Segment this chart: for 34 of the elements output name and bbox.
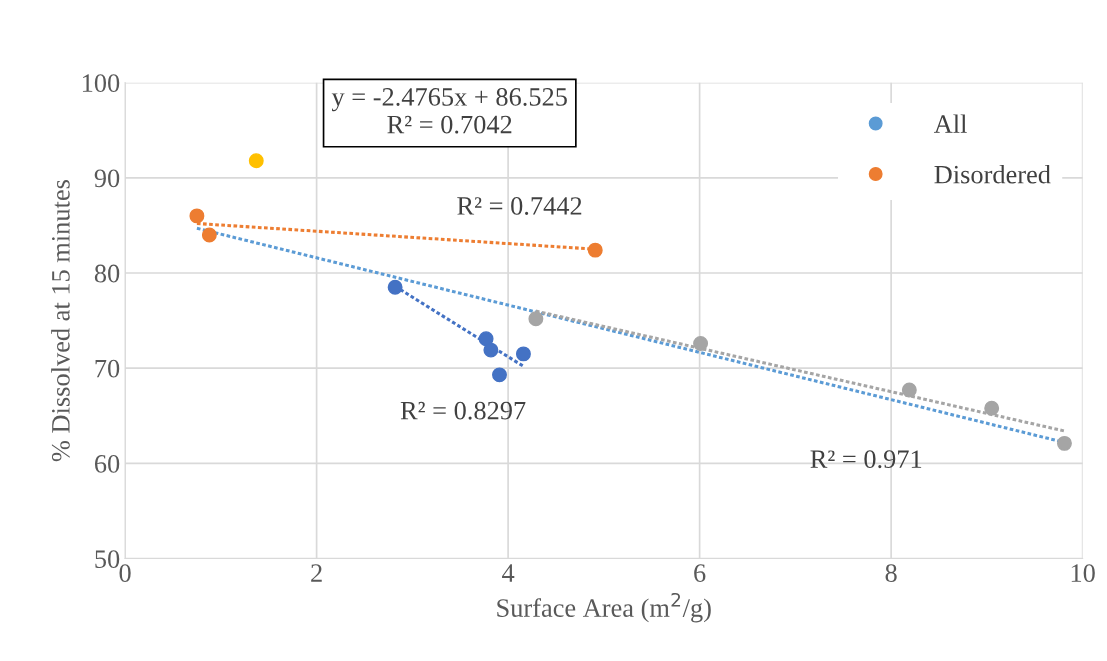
point	[189, 208, 205, 224]
y-tick-label: 90	[94, 169, 120, 188]
point	[528, 311, 544, 327]
point	[515, 346, 531, 362]
point	[478, 331, 494, 347]
y-tick-label: 80	[94, 264, 120, 283]
y-tick-label: 50	[95, 550, 120, 568]
point	[901, 382, 917, 398]
legend-label: Disordered	[934, 164, 1051, 184]
point	[693, 335, 709, 351]
x-tick-label: 6	[694, 564, 706, 582]
point	[248, 153, 264, 169]
x-axis-title: Surface Area (m$^{2}$/g)	[497, 592, 711, 623]
y-tick-label: 70	[95, 359, 120, 378]
annotation: R² = 0.8297	[400, 401, 526, 420]
legend-label: All	[933, 114, 967, 133]
x-tick-label: 8	[885, 564, 897, 582]
x-tick-label: 0	[119, 564, 131, 582]
x-tick-label: 10	[1071, 564, 1095, 582]
x-tick-label: 2	[311, 564, 322, 582]
annotation: y = -2.4765x + 86.525 R² = 0.7042	[331, 88, 567, 134]
point	[587, 242, 603, 258]
point	[483, 342, 499, 358]
y-axis-title: % Dissolved at 15 minutes	[51, 180, 70, 462]
y-tick-label: 100	[82, 74, 120, 93]
annotation: R² = 0.7442	[457, 197, 582, 215]
y-tick-label: 60	[94, 454, 120, 473]
point	[492, 367, 507, 383]
point	[984, 400, 1000, 416]
x-tick-label: 4	[502, 564, 515, 582]
point	[1056, 435, 1072, 451]
point	[201, 227, 217, 243]
annotation: R² = 0.971	[810, 450, 922, 469]
point	[387, 279, 403, 295]
